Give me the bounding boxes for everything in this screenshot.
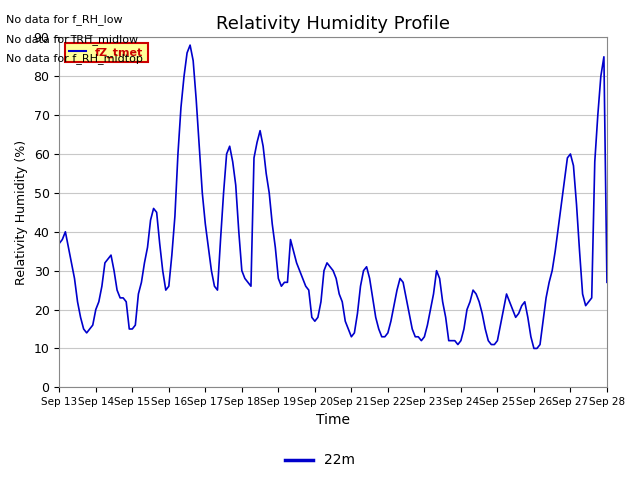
Y-axis label: Relativity Humidity (%): Relativity Humidity (%) bbox=[15, 140, 28, 285]
Legend: 22m: 22m bbox=[280, 448, 360, 473]
Text: No data for f̅RH̅_midlow: No data for f̅RH̅_midlow bbox=[6, 34, 138, 45]
Text: No data for f_RH_low: No data for f_RH_low bbox=[6, 14, 123, 25]
Legend: fZ_tmet: fZ_tmet bbox=[65, 43, 148, 62]
X-axis label: Time: Time bbox=[316, 413, 350, 427]
Text: No data for f_RH_midtop: No data for f_RH_midtop bbox=[6, 53, 143, 64]
Title: Relativity Humidity Profile: Relativity Humidity Profile bbox=[216, 15, 450, 33]
